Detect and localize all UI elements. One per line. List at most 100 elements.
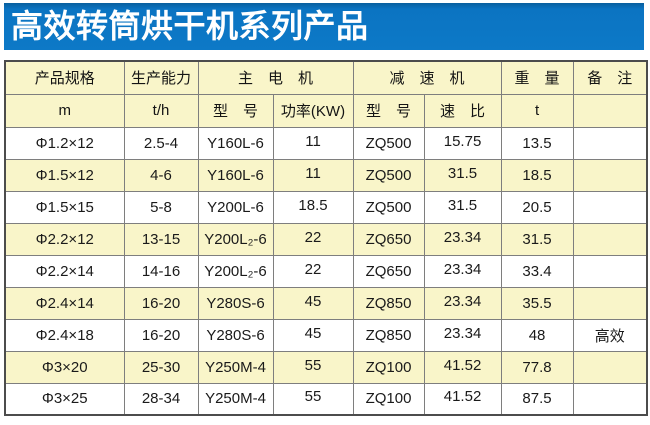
cell-motor-model: Y250M-4 (197, 350, 274, 384)
cell-weight: 35.5 (500, 286, 574, 320)
cell-motor-power: 22 (272, 222, 354, 256)
header-remark: 备 注 (572, 60, 648, 95)
reducer-ratio-value: 31.5 (447, 196, 478, 214)
motor-power-value: 22 (304, 260, 322, 278)
cell-reducer-ratio: 23.34 (423, 254, 502, 288)
reducer-ratio-value: 23.34 (443, 324, 482, 342)
subheader-weight-unit: t (500, 93, 574, 128)
cell-reducer-model: ZQ100 (352, 382, 425, 416)
cell-reducer-model: ZQ100 (352, 350, 425, 384)
table-row: Φ3×20 25-30 Y250M-4 55 ZQ100 41.52 77.8 (4, 350, 648, 384)
cell-weight: 13.5 (500, 126, 574, 160)
subheader-motor-model: 型 号 (197, 93, 274, 128)
cell-motor-model: Y280S-6 (197, 318, 274, 352)
table-row: Φ3×25 28-34 Y250M-4 55 ZQ100 41.52 87.5 (4, 382, 648, 416)
cell-capacity: 25-30 (123, 350, 199, 384)
header-weight: 重 量 (500, 60, 574, 95)
page-title: 高效转筒烘干机系列产品 (11, 8, 369, 44)
cell-capacity: 16-20 (123, 318, 199, 352)
subheader-reducer-model: 型 号 (352, 93, 425, 128)
cell-motor-model: Y250M-4 (197, 382, 274, 416)
cell-remark (572, 190, 648, 224)
subheader-motor-power: 功率(KW) (272, 93, 354, 128)
cell-weight: 48 (500, 318, 574, 352)
motor-power-value: 55 (304, 356, 322, 374)
cell-reducer-model: ZQ850 (352, 286, 425, 320)
motor-power-value: 45 (304, 292, 322, 310)
header-capacity: 生产能力 (123, 60, 199, 95)
cell-remark (572, 222, 648, 256)
subheader-capacity-unit: t/h (123, 93, 199, 128)
cell-weight: 87.5 (500, 382, 574, 416)
cell-spec: Φ1.5×15 (4, 190, 125, 224)
cell-remark (572, 254, 648, 288)
motor-power-value: 22 (304, 228, 322, 246)
motor-power-value: 18.5 (298, 196, 328, 214)
cell-motor-power: 55 (272, 382, 354, 416)
header-main-motor: 主 电 机 (197, 60, 354, 95)
reducer-ratio-value: 23.34 (443, 292, 482, 310)
cell-spec: Φ2.2×14 (4, 254, 125, 288)
motor-power-value: 11 (305, 164, 321, 182)
reducer-ratio-value: 41.52 (443, 356, 482, 374)
cell-motor-model: Y280S-6 (197, 286, 274, 320)
subheader-spec-unit: m (4, 93, 125, 128)
cell-reducer-model: ZQ500 (352, 158, 425, 192)
cell-motor-power: 22 (272, 254, 354, 288)
cell-motor-model: Y160L-6 (197, 126, 274, 160)
cell-spec: Φ2.2×12 (4, 222, 125, 256)
reducer-ratio-value: 31.5 (447, 164, 478, 182)
cell-motor-power: 45 (272, 318, 354, 352)
cell-motor-power: 55 (272, 350, 354, 384)
cell-spec: Φ3×20 (4, 350, 125, 384)
header-reducer: 减 速 机 (352, 60, 502, 95)
cell-weight: 20.5 (500, 190, 574, 224)
cell-weight: 77.8 (500, 350, 574, 384)
subheader-reducer-ratio: 速 比 (423, 93, 502, 128)
cell-motor-model: Y200L₂-6 (197, 254, 274, 288)
motor-power-value: 55 (304, 388, 322, 406)
cell-motor-model: Y200L₂-6 (197, 222, 274, 256)
cell-reducer-ratio: 41.52 (423, 382, 502, 416)
cell-weight: 33.4 (500, 254, 574, 288)
cell-motor-model: Y160L-6 (197, 158, 274, 192)
cell-remark (572, 158, 648, 192)
cell-capacity: 2.5-4 (123, 126, 199, 160)
cell-remark (572, 126, 648, 160)
cell-reducer-ratio: 15.75 (423, 126, 502, 160)
motor-power-value: 45 (304, 324, 322, 342)
cell-remark (572, 286, 648, 320)
cell-capacity: 28-34 (123, 382, 199, 416)
cell-remark (572, 350, 648, 384)
page-title-banner: 高效转筒烘干机系列产品 (4, 3, 644, 50)
reducer-ratio-value: 23.34 (443, 260, 482, 278)
cell-reducer-model: ZQ650 (352, 222, 425, 256)
cell-motor-power: 11 (272, 158, 354, 192)
reducer-ratio-value: 23.34 (443, 228, 482, 246)
table-row: Φ2.2×14 14-16 Y200L₂-6 22 ZQ650 23.34 33… (4, 254, 648, 288)
cell-spec: Φ1.2×12 (4, 126, 125, 160)
cell-reducer-model: ZQ500 (352, 190, 425, 224)
table-row: Φ1.2×12 2.5-4 Y160L-6 11 ZQ500 15.75 13.… (4, 126, 648, 160)
cell-capacity: 16-20 (123, 286, 199, 320)
cell-reducer-ratio: 23.34 (423, 222, 502, 256)
reducer-ratio-value: 41.52 (443, 388, 482, 406)
header-row-groups: 产品规格 生产能力 主 电 机 减 速 机 重 量 备 注 (4, 60, 648, 95)
cell-motor-model: Y200L-6 (197, 190, 274, 224)
cell-capacity: 5-8 (123, 190, 199, 224)
cell-spec: Φ3×25 (4, 382, 125, 416)
header-product-spec: 产品规格 (4, 60, 125, 95)
subheader-remark-empty (572, 93, 648, 128)
cell-spec: Φ1.5×12 (4, 158, 125, 192)
cell-capacity: 4-6 (123, 158, 199, 192)
cell-remark (572, 382, 648, 416)
table-row: Φ2.2×12 13-15 Y200L₂-6 22 ZQ650 23.34 31… (4, 222, 648, 256)
cell-motor-power: 11 (272, 126, 354, 160)
header-row-units: m t/h 型 号 功率(KW) 型 号 速 比 t (4, 93, 648, 128)
cell-reducer-model: ZQ850 (352, 318, 425, 352)
cell-reducer-ratio: 31.5 (423, 158, 502, 192)
cell-reducer-ratio: 41.52 (423, 350, 502, 384)
cell-weight: 18.5 (500, 158, 574, 192)
cell-spec: Φ2.4×14 (4, 286, 125, 320)
table-row: Φ1.5×15 5-8 Y200L-6 18.5 ZQ500 31.5 20.5 (4, 190, 648, 224)
